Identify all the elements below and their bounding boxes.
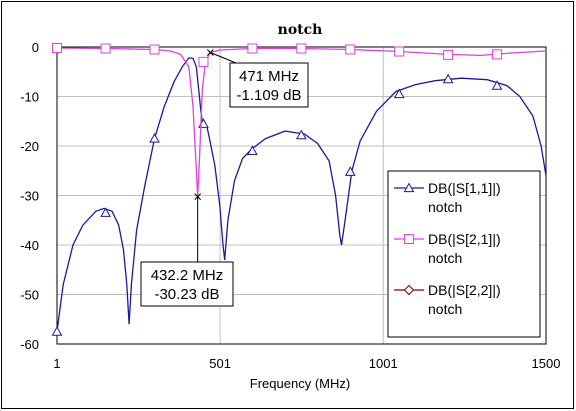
series-marker-2 [296, 43, 307, 54]
annotation-leader [210, 52, 237, 64]
series-marker-2 [492, 49, 503, 60]
legend-entry-name: DB(|S[2,1]|) [428, 231, 501, 247]
series-line-1 [57, 57, 546, 332]
annotation-box [229, 62, 309, 108]
annotation-point [194, 193, 202, 200]
annotation-box [140, 261, 234, 307]
annotation-frequency: 471 MHz [239, 68, 299, 85]
series-marker-2 [198, 56, 209, 67]
series-line-2 [57, 47, 546, 197]
series-marker-1 [393, 88, 405, 99]
series-marker-1 [442, 73, 454, 84]
legend-entry-name: DB(|S[1,1]|) [428, 180, 501, 196]
annotation-value: -30.23 dB [154, 286, 219, 303]
legend-swatch-marker [403, 284, 415, 296]
x-tick-label: 1001 [369, 356, 398, 371]
x-tick-labels: 1 501 1001 1500 [53, 356, 560, 371]
series-marker-1 [100, 207, 111, 217]
series-marker-2 [100, 43, 111, 54]
annotation-point [206, 49, 214, 56]
series-layer [51, 42, 546, 336]
series-marker-1 [491, 80, 503, 90]
series-marker-1 [51, 326, 63, 336]
y-tick-labels: 0 -10 -20 -30 -40 -50 -60 [20, 40, 39, 352]
y-tick-label: -30 [20, 189, 39, 204]
series-marker-2 [345, 44, 356, 55]
legend-swatch-marker [403, 182, 415, 193]
series-marker-2 [52, 42, 62, 53]
y-tick-label: -10 [20, 90, 39, 105]
y-tick-label: -20 [20, 139, 39, 154]
series-marker-2 [394, 46, 405, 57]
x-tick-label: 501 [209, 356, 231, 371]
y-tick-label: -60 [20, 337, 39, 352]
chart-title: notch [278, 22, 323, 38]
legend: DB(|S[1,1]|) notch DB(|S[2,1]|) notch DB(|S[… [387, 170, 541, 338]
legend-entry-name: DB(|S[2,2]|) [428, 282, 501, 298]
y-tick-label: 0 [32, 40, 39, 55]
x-tick-label: 1 [53, 356, 60, 371]
legend-swatch-marker [404, 234, 414, 244]
series-marker-1 [247, 145, 258, 156]
series-marker-1 [344, 166, 356, 176]
annotation-value: -1.109 dB [236, 87, 301, 104]
marker-annotations: 471 MHz -1.109 dB 432.2 MHz -30.23 dB [140, 49, 309, 307]
series-marker-2 [149, 44, 160, 55]
series-marker-2 [443, 49, 454, 60]
y-tick-label: -50 [20, 288, 39, 303]
legend-box [387, 170, 541, 338]
annotation-frequency: 432.2 MHz [151, 267, 224, 284]
x-axis-label: Frequency (MHz) [250, 376, 350, 391]
x-tick-label: 1500 [532, 356, 561, 371]
y-tick-label: -40 [20, 238, 39, 253]
legend-entry-sub: notch [428, 199, 462, 215]
series-marker-2 [247, 43, 258, 54]
legend-entry-sub: notch [428, 250, 462, 266]
series-marker-1 [149, 133, 160, 143]
series-marker-1 [295, 129, 307, 140]
legend-entry-sub: notch [428, 301, 462, 317]
